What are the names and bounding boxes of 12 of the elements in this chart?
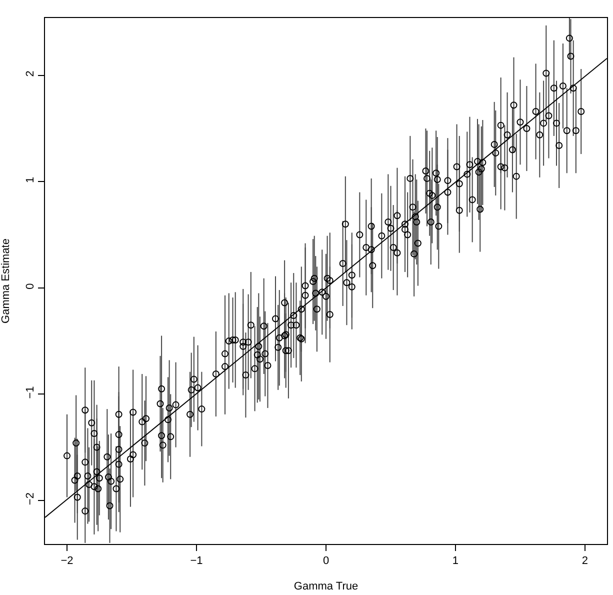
y-axis-title: Gamma Estimate (0, 238, 12, 324)
x-tick-label: −1 (190, 555, 203, 568)
x-tick-label: −2 (60, 555, 74, 568)
y-tick-label: −2 (24, 492, 37, 506)
x-tick-label: 2 (582, 555, 588, 568)
x-tick-label: 1 (452, 555, 459, 568)
y-tick-label: 1 (24, 176, 37, 184)
y-tick-label: −1 (24, 386, 37, 399)
x-tick-label: 0 (322, 555, 330, 568)
x-axis-title: Gamma True (294, 580, 358, 592)
y-tick-label: 2 (24, 70, 37, 77)
y-tick-label: 0 (24, 283, 37, 290)
